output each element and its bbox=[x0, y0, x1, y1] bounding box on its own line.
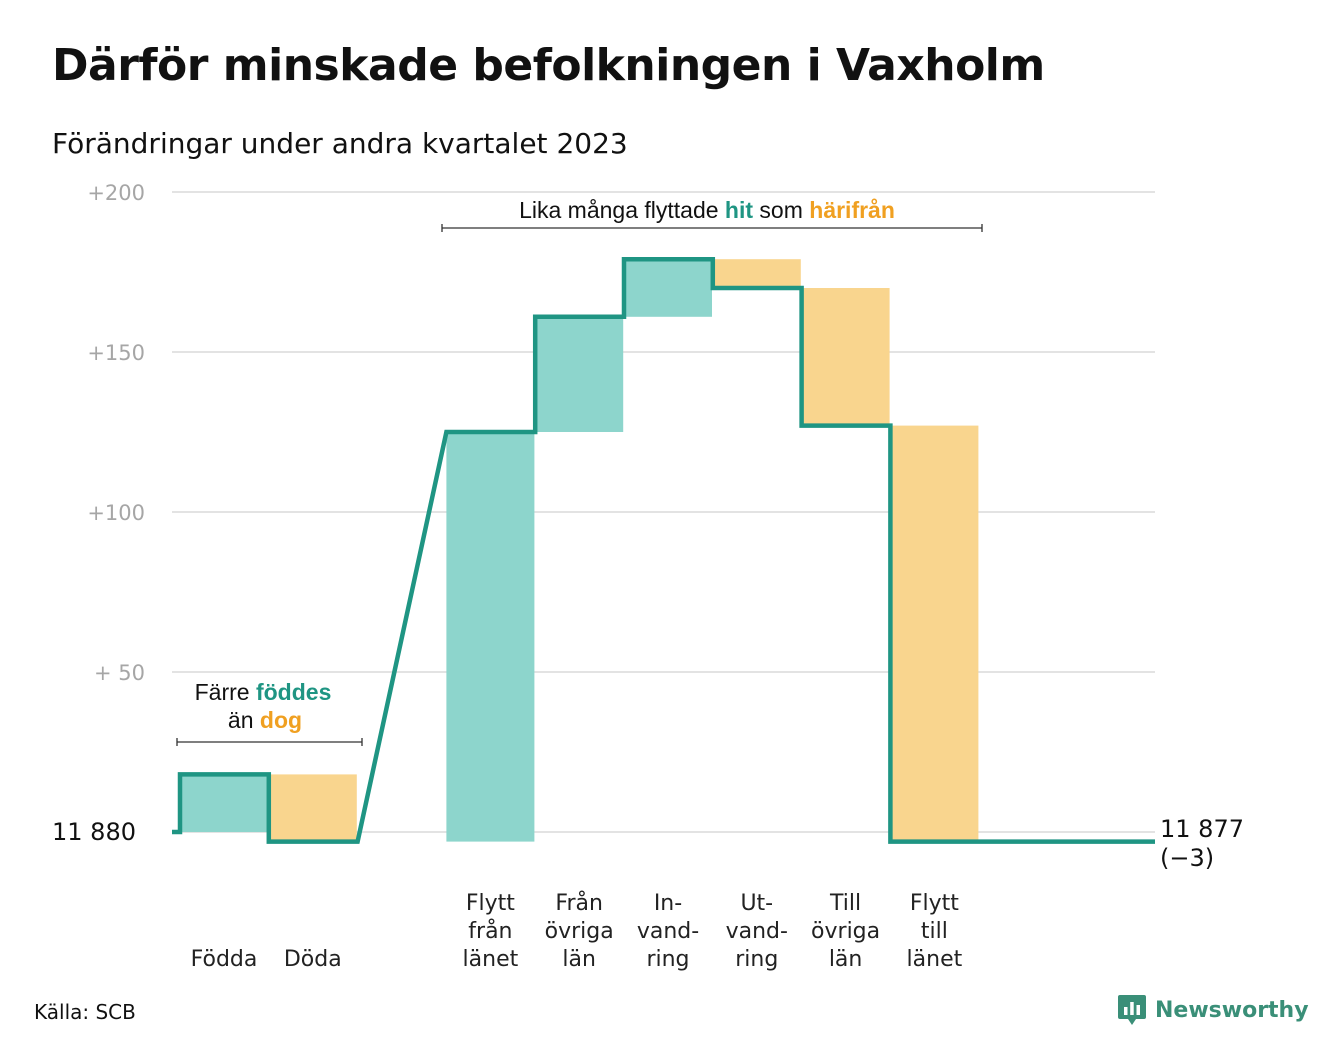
category-label: vand- bbox=[637, 919, 699, 944]
y-tick-label: +200 bbox=[87, 181, 145, 205]
bar bbox=[446, 432, 535, 842]
annotation-span: Lika många flyttade bbox=[519, 197, 725, 223]
category-label: länet bbox=[907, 947, 963, 972]
chart-subtitle: Förändringar under andra kvartalet 2023 bbox=[52, 127, 628, 160]
category-label: ring bbox=[646, 947, 689, 972]
bar-chart-speech-bubble-icon bbox=[1118, 995, 1146, 1025]
category-label: till bbox=[921, 919, 948, 944]
category-label: vand- bbox=[726, 919, 788, 944]
chart-title: Därför minskade befolkningen i Vaxholm bbox=[52, 40, 1045, 91]
bar bbox=[712, 259, 801, 288]
end-value-label: 11 877 bbox=[1160, 815, 1244, 843]
y-tick-label: +150 bbox=[87, 341, 145, 365]
category-label: övriga bbox=[545, 919, 614, 944]
bar bbox=[624, 259, 712, 317]
category-label: In- bbox=[654, 891, 682, 916]
newsworthy-brand: Newsworthy bbox=[1117, 993, 1309, 1027]
y-tick-label: +100 bbox=[87, 501, 145, 525]
annotation-span: dog bbox=[260, 707, 302, 733]
annotation-span: än bbox=[228, 707, 260, 733]
bar bbox=[268, 774, 357, 842]
y-axis-ticks: + 50 +100 +150 +200 11 880 bbox=[52, 181, 145, 846]
annotation-span: Färre bbox=[195, 679, 256, 705]
bars bbox=[180, 259, 979, 842]
category-label: från bbox=[468, 918, 512, 944]
annotation-text: än dog bbox=[228, 707, 302, 733]
bar bbox=[890, 425, 979, 842]
category-label: Döda bbox=[284, 947, 342, 972]
category-label: Flytt bbox=[466, 891, 515, 916]
category-label: Födda bbox=[191, 947, 258, 972]
category-label: ring bbox=[735, 947, 778, 972]
start-value-label: 11 880 bbox=[52, 818, 136, 846]
running-total-line bbox=[172, 256, 1155, 844]
bar bbox=[535, 316, 624, 432]
category-label: län bbox=[562, 947, 596, 972]
brand-name: Newsworthy bbox=[1155, 997, 1309, 1023]
y-tick-label: + 50 bbox=[94, 661, 145, 685]
bar bbox=[801, 288, 890, 426]
category-label: Från bbox=[555, 890, 603, 916]
annotation-span: härifrån bbox=[809, 197, 895, 223]
category-labels: Födda DödaFlyttfrånlänetFrånövrigalänIn-v… bbox=[191, 815, 1244, 972]
category-label: Flytt bbox=[910, 891, 959, 916]
annotation-text: Lika många flyttade hit som härifrån bbox=[519, 197, 895, 223]
bar bbox=[180, 774, 268, 832]
annotation-span: föddes bbox=[256, 679, 331, 705]
category-label: övriga bbox=[811, 919, 880, 944]
category-label: länet bbox=[463, 947, 519, 972]
category-label: län bbox=[829, 947, 863, 972]
category-label: Till bbox=[829, 891, 861, 916]
annotation-span: hit bbox=[725, 197, 753, 223]
running-total-path bbox=[172, 256, 1155, 844]
source-note: Källa: SCB bbox=[34, 1000, 136, 1024]
annotation-span: som bbox=[753, 197, 809, 223]
category-label: Ut- bbox=[740, 891, 773, 916]
annotation-text: Färre föddes bbox=[195, 679, 332, 705]
net-change-label: (−3) bbox=[1160, 844, 1214, 872]
